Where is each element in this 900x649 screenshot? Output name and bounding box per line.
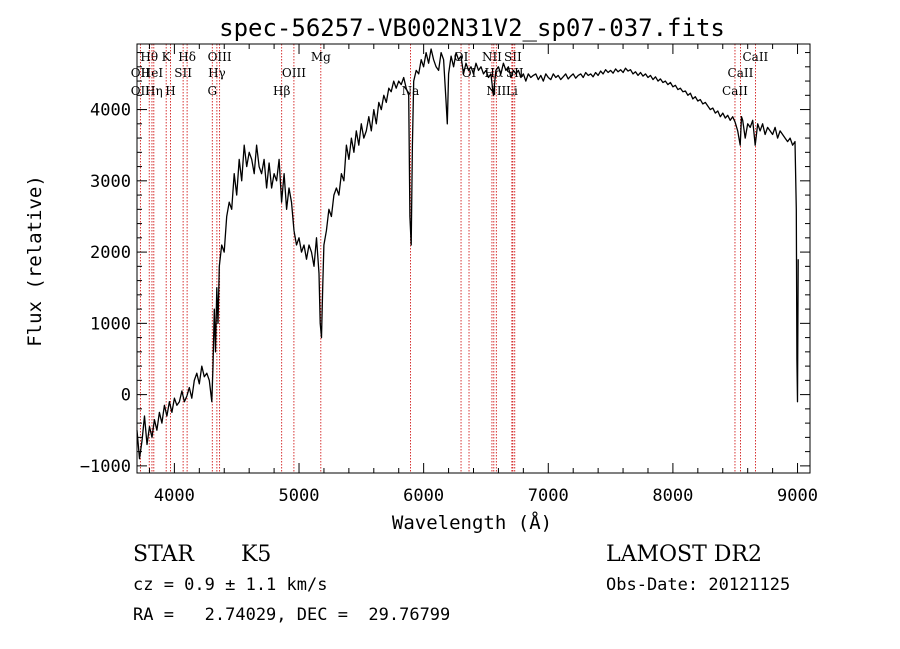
marker-label: HeI [141,66,164,80]
classification-text: STAR [133,542,195,567]
x-tick-label: 8000 [652,486,693,506]
marker-label: OI [462,66,477,80]
x-tick-label: 4000 [154,486,195,506]
marker-label: CaII [722,84,748,98]
marker-label: Hδ [178,50,196,64]
chart-title: spec-56257-VB002N31V2_sp07-037.fits [219,14,725,42]
marker-label: OIII [208,50,232,64]
x-axis-label: Wavelength (Å) [392,511,552,534]
marker-label: CaII [742,50,768,64]
marker-label: Hβ [273,84,290,98]
y-tick-label: 4000 [90,101,131,121]
flux-series-line [136,48,799,460]
x-tick-label: 5000 [279,486,320,506]
y-axis-label: Flux (relative) [24,175,46,347]
marker-label: SII [504,50,522,64]
subclass-text: K5 [241,542,271,567]
marker-label: OII [131,66,151,80]
y-tick-label: 0 [121,386,131,406]
marker-label: G [207,84,217,98]
marker-label: Na [402,84,420,98]
x-tick-label: 6000 [403,486,444,506]
marker-label: OII [131,84,151,98]
marker-label: OIII [282,66,306,80]
y-tick-label: 2000 [90,243,131,263]
marker-label: CaII [728,66,754,80]
y-tick-label: 1000 [90,314,131,334]
x-tick-label: 9000 [777,486,818,506]
marker-label: Hθ [140,50,158,64]
marker-label: NII [486,84,506,98]
marker-label: NII [482,50,502,64]
x-tick-label: 7000 [528,486,569,506]
marker-label: K [162,50,172,64]
axis-ticks: 4000 5000 6000 7000 8000 9000 −1000 0 1000 2000 30… [80,44,818,506]
marker-label: H [165,84,175,98]
redshift-text: cz = 0.9 ± 1.1 km/s [133,575,327,595]
y-tick-label: 3000 [90,172,131,192]
coordinates-text: RA = 2.74029, DEC = 29.76799 [133,605,450,625]
obs-date-text: Obs-Date: 20121125 [606,575,790,595]
marker-label: Hγ [208,66,226,80]
marker-label: SII [174,66,192,80]
marker-label: Hη [145,84,163,98]
marker-label: Li [506,84,518,98]
y-tick-label: −1000 [80,457,131,477]
marker-label: Mg [311,50,331,64]
survey-text: LAMOST DR2 [606,542,762,567]
